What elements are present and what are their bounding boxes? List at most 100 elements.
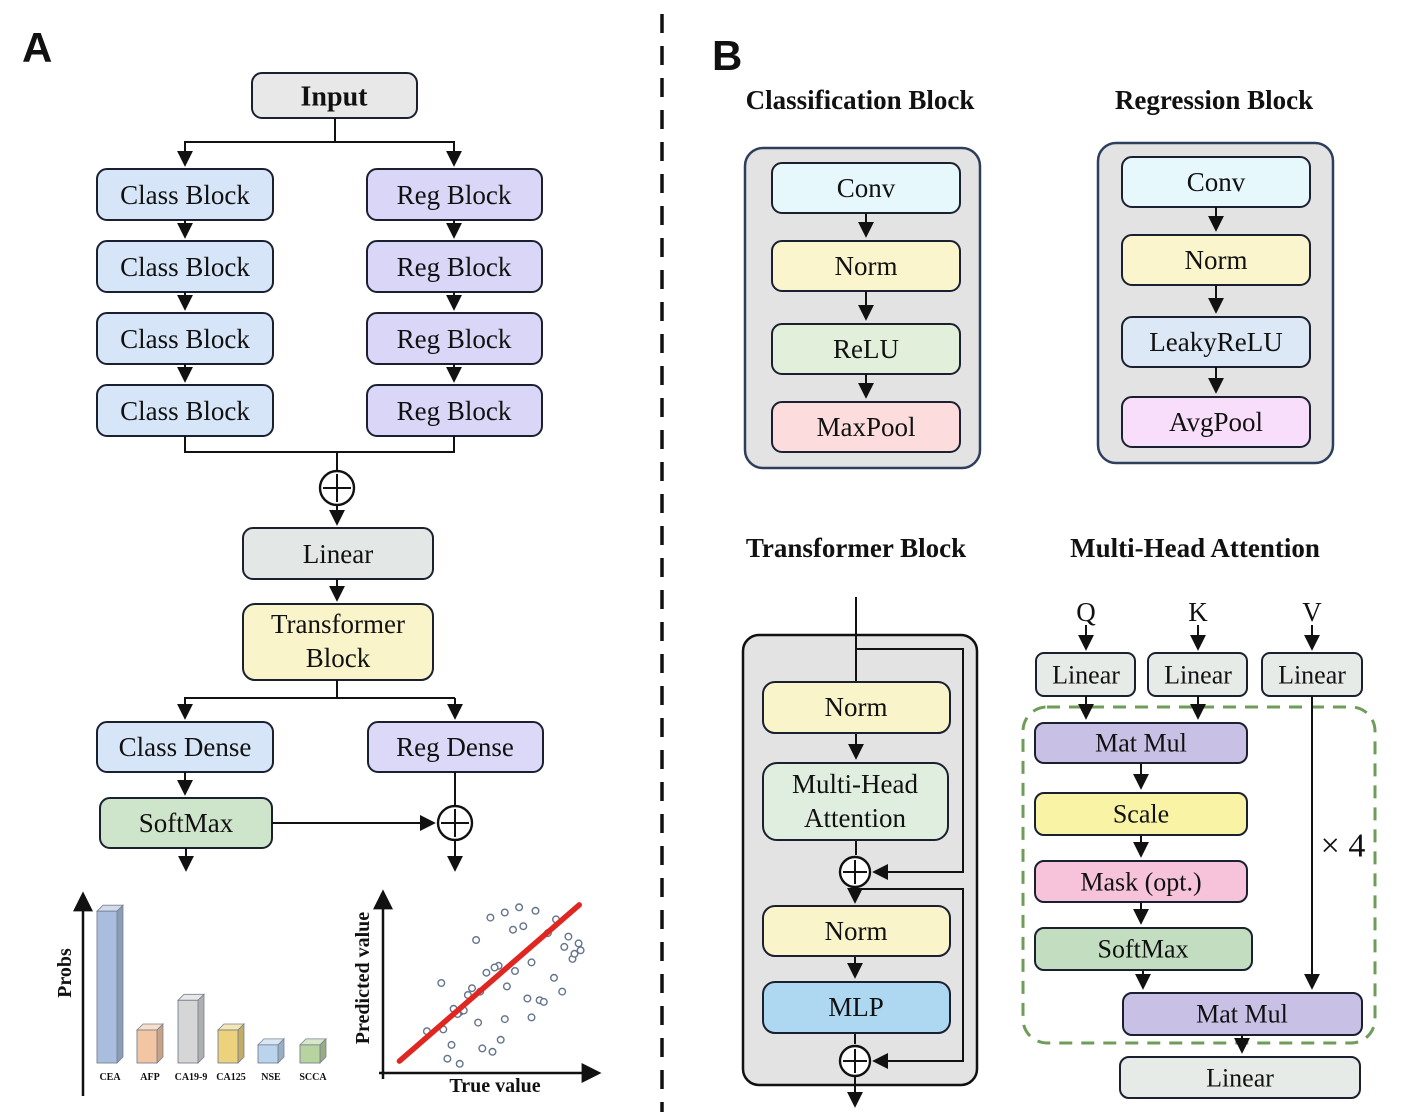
classification-maxpool-node (771, 401, 961, 453)
transformer-node-label-1: Transformer (271, 609, 405, 639)
scatter-x-axis-label: True value (449, 1075, 540, 1097)
transformer-block-detail: Transformer Block Norm Multi-Head Attent… (741, 533, 979, 1108)
mha-title: Multi-Head Attention (1070, 533, 1320, 563)
merge-connectors (184, 436, 455, 470)
regression-block: Regression Block Conv Norm LeakyReLU Avg… (1096, 85, 1335, 465)
panel-a-label: A (22, 24, 52, 71)
svg-text:NSE: NSE (261, 1072, 281, 1083)
reg-block-2: Reg Block (366, 240, 543, 293)
class-block-3-label: Class Block (120, 324, 250, 354)
regression-avgpool-label: AvgPool (1169, 407, 1263, 437)
classification-block-title: Classification Block (746, 85, 975, 115)
transformer-wires (847, 597, 964, 1108)
regression-avgpool-node (1121, 396, 1311, 448)
class-block-2: Class Block (96, 240, 274, 293)
mha-q-linear-label: Linear (1052, 661, 1120, 690)
mha-v-linear-label: Linear (1278, 661, 1346, 690)
transformer-node: Transformer Block (242, 603, 434, 681)
mha-output-linear-label: Linear (1206, 1064, 1274, 1093)
svg-text:CEA: CEA (99, 1072, 121, 1083)
classification-norm-label: Norm (835, 251, 898, 281)
tb-norm2-node (762, 905, 951, 957)
classification-maxpool-label: MaxPool (816, 412, 915, 442)
bar-chart-bars (96, 904, 327, 1064)
tb-add-circle-1 (838, 855, 872, 889)
mha-scale-label: Scale (1113, 800, 1169, 829)
reg-block-1: Reg Block (366, 168, 543, 221)
mha-k-label: K (1188, 597, 1208, 627)
mha-matmul2-node (1122, 992, 1363, 1036)
class-dense-label: Class Dense (119, 732, 252, 762)
scatter-points (422, 903, 585, 1068)
softmax-label: SoftMax (139, 808, 234, 838)
scatter-y-axis-label: Predicted value (352, 912, 374, 1045)
class-block-1: Class Block (96, 168, 274, 221)
svg-text:CA19-9: CA19-9 (175, 1072, 208, 1083)
class-block-4-label: Class Block (120, 396, 250, 426)
mha-repeat-label: × 4 (1321, 828, 1366, 865)
tb-mha-node (762, 762, 949, 841)
mha-v-label: V (1302, 597, 1322, 627)
input-node-label: Input (301, 82, 369, 113)
softmax-node: SoftMax (99, 797, 273, 849)
class-dense-node: Class Dense (96, 721, 274, 773)
linear-node: Linear (242, 527, 434, 580)
tb-norm1-label: Norm (825, 692, 888, 722)
tb-add-circle-2 (838, 1044, 872, 1078)
reg-block-1-label: Reg Block (397, 180, 512, 210)
mha-softmax-node (1034, 927, 1253, 971)
mha-input-arrows (1078, 625, 1320, 651)
dense-split-connectors (177, 680, 463, 720)
reg-block-4: Reg Block (366, 384, 543, 437)
reg-block-4-label: Reg Block (397, 396, 512, 426)
panel-b-label: B (712, 32, 742, 79)
mha-repeat-container (1021, 705, 1377, 1045)
mha-matmul1-label: Mat Mul (1095, 729, 1187, 758)
tb-mlp-label: MLP (828, 992, 884, 1022)
class-block-2-label: Class Block (120, 252, 250, 282)
regression-conv-label: Conv (1187, 167, 1246, 197)
mha-matmul2-label: Mat Mul (1196, 1000, 1288, 1029)
add-circle-2 (436, 804, 474, 842)
tb-norm1-node (762, 681, 951, 734)
class-block-1-label: Class Block (120, 180, 250, 210)
mha-pipeline-arrows (1078, 696, 1320, 1054)
input-split-connectors (177, 118, 462, 167)
class-block-3: Class Block (96, 312, 274, 365)
class-block-column: Class Block Class Block Class Block Clas… (96, 168, 274, 437)
bar-chart-y-axis-label: Probs (54, 948, 76, 998)
mha-q-label: Q (1076, 597, 1096, 627)
mha-k-linear-label: Linear (1164, 661, 1232, 690)
mha-softmax-label: SoftMax (1098, 935, 1189, 964)
regression-block-title: Regression Block (1115, 85, 1313, 115)
reg-block-3-label: Reg Block (397, 324, 512, 354)
tb-mha-label-1: Multi-Head (792, 769, 918, 799)
regression-scatter-plot: Predicted value True value (352, 889, 602, 1097)
regression-norm-label: Norm (1185, 245, 1248, 275)
tb-mha-label-2: Attention (804, 803, 906, 833)
mha-scale-node (1034, 792, 1248, 836)
svg-text:CA125: CA125 (216, 1072, 245, 1083)
input-node: Input (251, 72, 418, 119)
mha-output-linear-node (1119, 1056, 1361, 1099)
transformer-node-label-2: Block (306, 643, 371, 673)
add-circle-1 (318, 469, 356, 507)
tb-mlp-node (762, 981, 951, 1034)
svg-text:AFP: AFP (140, 1072, 159, 1083)
reg-dense-label: Reg Dense (396, 732, 514, 762)
multi-head-attention-detail: Multi-Head Attention Q K V Linear Linear… (1021, 533, 1377, 1099)
linear-node-label: Linear (303, 539, 373, 569)
tb-norm2-label: Norm (825, 916, 888, 946)
classification-block: Classification Block Conv Norm ReLU MaxP… (743, 85, 982, 470)
mha-mask-label: Mask (opt.) (1080, 868, 1201, 897)
transformer-block-title: Transformer Block (746, 533, 966, 563)
probability-bar-chart: Probs CEA AFP CA19-9 CA125 NSE SCCA (54, 891, 327, 1096)
scatter-trendline (396, 902, 582, 1064)
mha-mask-node (1034, 860, 1248, 903)
mha-matmul1-node (1034, 722, 1248, 764)
regression-leakyrelu-label: LeakyReLU (1149, 327, 1282, 357)
class-block-4: Class Block (96, 384, 274, 437)
reg-dense-node: Reg Dense (367, 721, 544, 773)
